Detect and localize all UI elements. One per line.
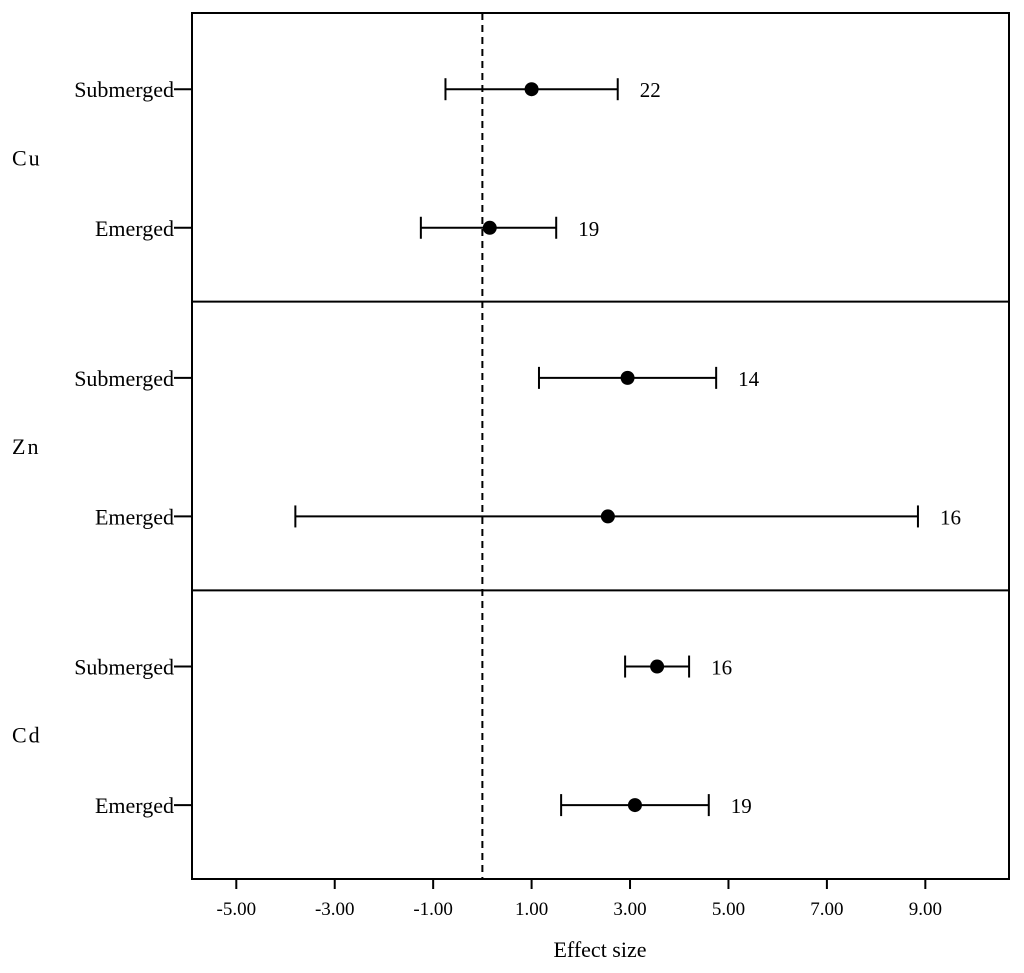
x-tick-label: -3.00 xyxy=(315,899,355,920)
x-tick-label: -1.00 xyxy=(413,899,453,920)
sample-size-label: 14 xyxy=(738,367,760,391)
row-label: Emerged xyxy=(95,504,174,529)
x-tick-label: 7.00 xyxy=(810,899,843,920)
x-axis: -5.00 -3.00 -1.00 1.00 3.00 5.00 7.00 9.00 xyxy=(217,879,942,920)
group-label-cu: Cu xyxy=(12,145,42,170)
sample-size-label: 19 xyxy=(731,794,752,818)
sample-size-label: 16 xyxy=(711,656,732,680)
point-estimate xyxy=(620,370,635,385)
point-estimate xyxy=(600,509,615,524)
row-label: Submerged xyxy=(74,366,174,391)
x-tick-label: 5.00 xyxy=(712,899,745,920)
plot-frame xyxy=(191,12,1010,880)
point-estimate xyxy=(627,798,642,813)
group-label-cd: Cd xyxy=(12,723,42,748)
panel-dividers xyxy=(192,300,1009,592)
sample-size-label: 22 xyxy=(640,78,661,102)
row-label: Emerged xyxy=(95,216,174,241)
group-label-zn: Zn xyxy=(12,434,40,459)
x-axis-title: Effect size xyxy=(553,937,646,962)
row-label: Emerged xyxy=(95,793,174,818)
point-estimate xyxy=(650,659,665,674)
x-tick-label: -5.00 xyxy=(217,899,257,920)
row-label: Submerged xyxy=(74,655,174,680)
sample-size-label: 19 xyxy=(578,217,599,241)
x-tick-label: 1.00 xyxy=(515,899,548,920)
row-label: Submerged xyxy=(74,77,174,102)
chart-marks: 22 19 14 16 16 19 xyxy=(294,78,961,818)
point-estimate xyxy=(482,220,497,235)
y-axis: Cu Submerged Emerged Zn Submerged Emerged Cd Su… xyxy=(12,77,192,818)
sample-size-label: 16 xyxy=(940,505,961,529)
point-estimate xyxy=(524,82,539,97)
x-tick-label: 9.00 xyxy=(909,899,942,920)
x-tick-label: 3.00 xyxy=(613,899,646,920)
